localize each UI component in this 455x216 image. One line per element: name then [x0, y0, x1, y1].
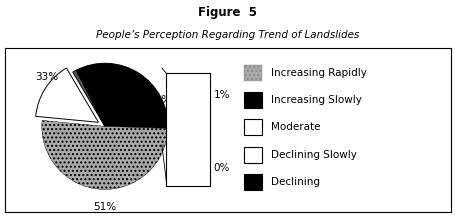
Text: Declining Slowly: Declining Slowly [271, 150, 357, 160]
Wedge shape [35, 68, 98, 122]
Text: 33%: 33% [35, 72, 58, 82]
Text: 1%: 1% [213, 90, 229, 100]
Bar [243, 174, 261, 190]
Text: 15%: 15% [148, 95, 172, 105]
Text: People’s Perception Regarding Trend of Landslides: People’s Perception Regarding Trend of L… [96, 30, 359, 40]
Text: 0%: 0% [213, 164, 229, 173]
Text: 51%: 51% [93, 202, 116, 212]
Text: Moderate: Moderate [271, 122, 320, 132]
Wedge shape [76, 70, 105, 126]
Bar [243, 147, 261, 163]
Bar [243, 119, 261, 135]
Text: 1%: 1% [142, 115, 158, 125]
Wedge shape [73, 70, 105, 126]
Text: Increasing Rapidly: Increasing Rapidly [271, 68, 366, 78]
Text: Figure  5: Figure 5 [198, 6, 257, 19]
Text: Increasing Slowly: Increasing Slowly [271, 95, 361, 105]
Bar [243, 92, 261, 108]
Bar [243, 65, 261, 81]
Text: Declining: Declining [271, 177, 320, 187]
Wedge shape [76, 63, 167, 128]
Wedge shape [42, 121, 167, 189]
